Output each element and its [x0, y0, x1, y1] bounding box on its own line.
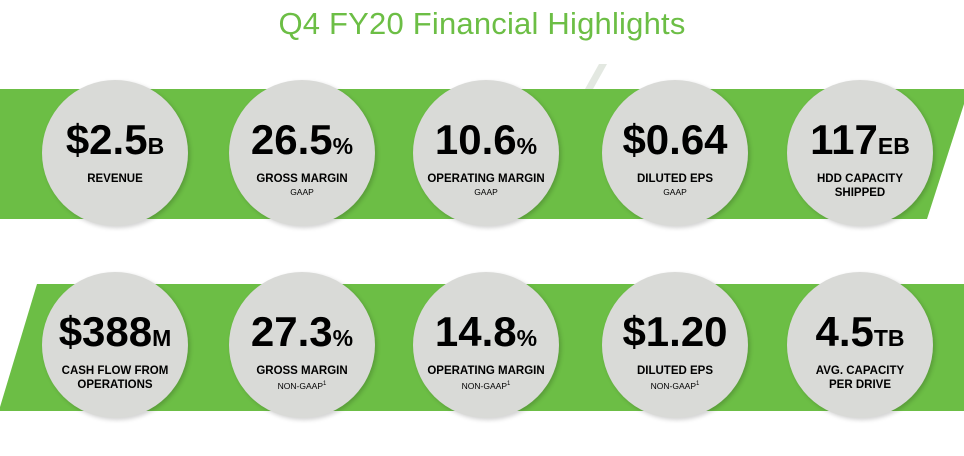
metric-label-line2: SHIPPED — [834, 187, 886, 199]
footnote-marker: 1 — [507, 381, 511, 387]
metric-label: DILUTED EPS — [636, 173, 714, 185]
metric-sublabel: GAAP — [290, 187, 314, 197]
metric-sublabel: NON-GAAP1 — [277, 381, 327, 391]
metric-label: DILUTED EPS — [636, 365, 714, 377]
metric-diluted-eps-non-gaap: $1.20 DILUTED EPS NON-GAAP1 — [602, 272, 748, 418]
metric-label: REVENUE — [87, 173, 143, 185]
metric-sublabel: GAAP — [663, 187, 687, 197]
metric-sublabel: GAAP — [474, 187, 498, 197]
metric-avg-capacity-per-drive: 4.5TB AVG. CAPACITY PER DRIVE — [787, 272, 933, 418]
metric-sublabel: NON-GAAP1 — [461, 381, 511, 391]
metric-revenue: $2.5B REVENUE — [42, 80, 188, 226]
metric-label: GROSS MARGIN — [256, 365, 348, 377]
metric-label: CASH FLOW FROM — [61, 365, 169, 377]
metric-label-line2: PER DRIVE — [829, 379, 891, 391]
metric-operating-margin-gaap: 10.6% OPERATING MARGIN GAAP — [413, 80, 559, 226]
metric-value: $0.64 — [622, 116, 728, 163]
metric-gross-margin-gaap: 26.5% GROSS MARGIN GAAP — [229, 80, 375, 226]
metric-label: GROSS MARGIN — [256, 173, 348, 185]
metric-value: 10.6% — [434, 116, 538, 163]
metric-value: $1.20 — [622, 308, 728, 355]
footnote-marker: 1 — [323, 381, 327, 387]
metric-value: 117EB — [810, 116, 910, 163]
metric-label: OPERATING MARGIN — [427, 173, 545, 185]
metric-label-line2: OPERATIONS — [77, 379, 153, 391]
metric-label: HDD CAPACITY — [816, 173, 904, 185]
metric-diluted-eps-gaap: $0.64 DILUTED EPS GAAP — [602, 80, 748, 226]
metric-hdd-capacity-shipped: 117EB HDD CAPACITY SHIPPED — [787, 80, 933, 226]
metric-value: $2.5B — [65, 116, 165, 163]
metric-label: OPERATING MARGIN — [427, 365, 545, 377]
metric-value: $388M — [58, 308, 172, 355]
metric-value: 4.5TB — [815, 308, 905, 355]
metric-cash-flow-from-operations: $388M CASH FLOW FROM OPERATIONS — [42, 272, 188, 418]
metric-operating-margin-non-gaap: 14.8% OPERATING MARGIN NON-GAAP1 — [413, 272, 559, 418]
metric-label: AVG. CAPACITY — [815, 365, 905, 377]
metric-gross-margin-non-gaap: 27.3% GROSS MARGIN NON-GAAP1 — [229, 272, 375, 418]
metric-sublabel: NON-GAAP1 — [650, 381, 700, 391]
footnote-marker: 1 — [696, 381, 700, 387]
page-title: Q4 FY20 Financial Highlights — [278, 6, 686, 41]
metric-value: 26.5% — [250, 116, 354, 163]
metric-value: 27.3% — [250, 308, 354, 355]
metric-value: 14.8% — [434, 308, 538, 355]
